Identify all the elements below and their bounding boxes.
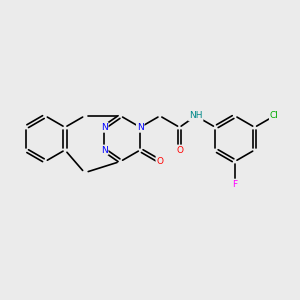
Text: N: N [101, 123, 108, 132]
Text: F: F [232, 180, 238, 189]
Text: O: O [176, 146, 183, 154]
Text: Cl: Cl [270, 111, 279, 120]
Text: NH: NH [189, 111, 202, 120]
Text: N: N [137, 123, 144, 132]
Text: O: O [156, 157, 164, 166]
Text: N: N [101, 146, 108, 154]
